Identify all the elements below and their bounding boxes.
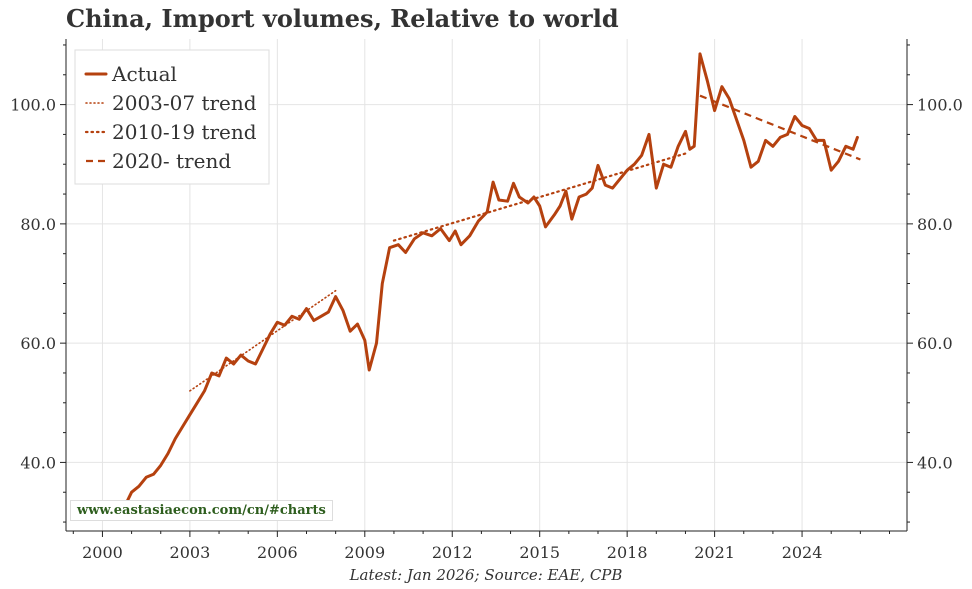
grid-layer	[66, 39, 907, 531]
legend-layer: Actual 2003-07 trend 2010-19 trend 2020- tr…	[74, 49, 270, 185]
legend-label: 2010-19 trend	[112, 120, 257, 144]
x-tick-label: 2018	[607, 543, 648, 562]
x-tick-label: 2000	[82, 543, 123, 562]
chart-title: China, Import volumes, Relative to world	[66, 4, 619, 33]
legend-label: 2020- trend	[112, 149, 231, 173]
watermark-link[interactable]: www.eastasiaecon.com/cn/#charts	[70, 500, 333, 521]
source-note: Latest: Jan 2026; Source: EAE, CPB	[349, 566, 623, 584]
legend-box	[74, 49, 270, 185]
series-line-2020-trend	[699, 94, 861, 161]
y-tick-label-right: 60.0	[917, 334, 953, 353]
x-tick-label: 2006	[257, 543, 298, 562]
legend-label: Actual	[111, 62, 177, 86]
series-layer	[100, 52, 861, 519]
y-tick-label-left: 100.0	[10, 96, 56, 115]
y-tick-label-right: 100.0	[917, 96, 963, 115]
series-line-2010-19-trend	[392, 152, 687, 242]
legend-label: 2003-07 trend	[112, 91, 257, 115]
x-tick-label: 2015	[519, 543, 560, 562]
x-tick-label: 2012	[432, 543, 473, 562]
x-tick-label: 2009	[344, 543, 385, 562]
y-tick-label-right: 80.0	[917, 215, 953, 234]
y-tick-label-left: 80.0	[20, 215, 56, 234]
y-tick-label-right: 40.0	[917, 453, 953, 472]
x-tick-label: 2021	[694, 543, 735, 562]
series-line-actual	[100, 52, 859, 519]
axis-layer: 2000 2003 2006 2009 2012 2015 2018 2021 2024 40.0…	[10, 39, 963, 562]
x-tick-label: 2024	[782, 543, 823, 562]
y-tick-label-left: 40.0	[20, 453, 56, 472]
x-tick-label: 2003	[170, 543, 211, 562]
y-tick-label-left: 60.0	[20, 334, 56, 353]
